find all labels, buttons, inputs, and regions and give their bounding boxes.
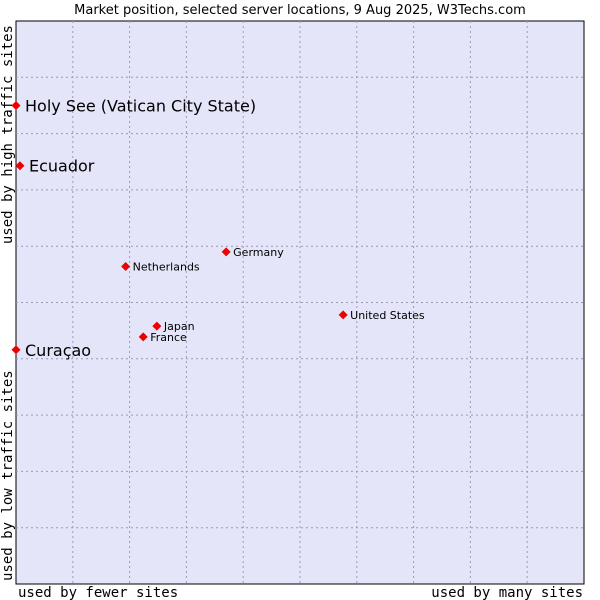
data-point-marker — [15, 161, 25, 171]
x-axis-high-label: used by many sites — [431, 585, 583, 600]
data-point-label: Holy See (Vatican City State) — [25, 96, 256, 115]
data-point-label: Curaçao — [25, 341, 91, 360]
data-point-marker — [152, 321, 162, 331]
data-point-label: Ecuador — [29, 157, 95, 176]
data-point-marker — [221, 247, 231, 257]
data-point-label: Germany — [233, 246, 284, 259]
data-point-label: United States — [350, 309, 425, 322]
data-point-marker — [11, 345, 21, 355]
data-point-label: France — [150, 331, 187, 344]
data-point-marker — [121, 261, 131, 271]
data-point-label: Japan — [163, 320, 195, 333]
data-point-marker — [138, 332, 148, 342]
data-points: Holy See (Vatican City State) Ecuador Germ… — [11, 96, 425, 360]
y-axis-low-label: used by low traffic sites — [0, 370, 16, 581]
chart-title: Market position, selected server locatio… — [74, 3, 526, 18]
y-axis-high-label: used by high traffic sites — [0, 25, 16, 244]
data-point-marker — [11, 100, 21, 110]
data-point-label: Netherlands — [133, 260, 200, 273]
data-point-marker — [338, 310, 348, 320]
x-axis-low-label: used by fewer sites — [18, 585, 178, 600]
grid-lines — [16, 21, 584, 584]
